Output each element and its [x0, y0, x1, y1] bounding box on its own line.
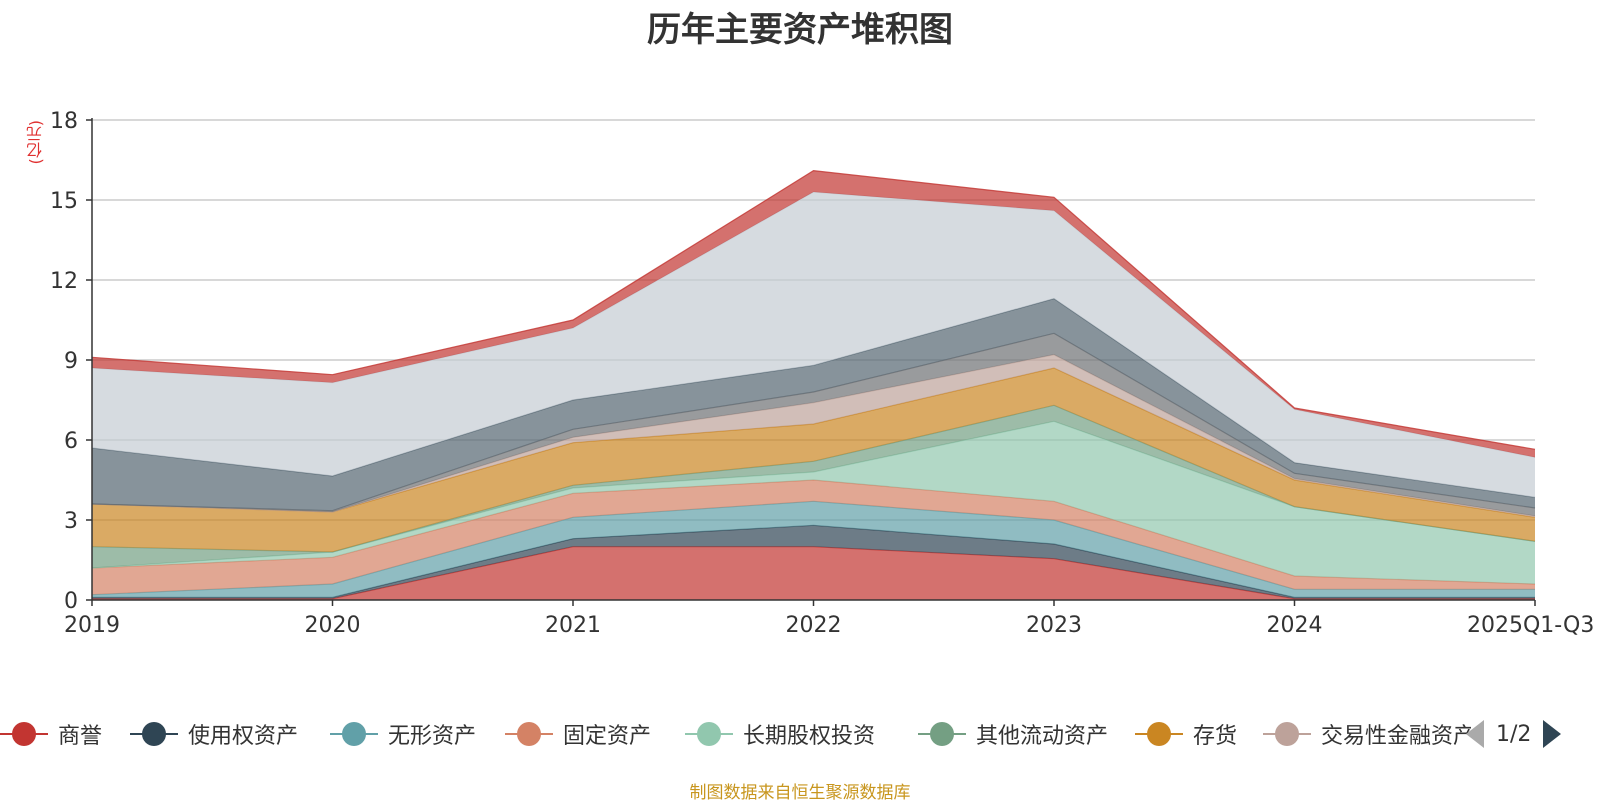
legend-label: 无形资产: [388, 724, 477, 749]
legend-pager: 1/2: [1466, 714, 1562, 754]
area-7: [92, 354, 1535, 518]
chart-title: 历年主要资产堆积图: [647, 10, 953, 50]
x-tick-label: 2024: [1267, 613, 1323, 638]
legend-label: 其他流动资产: [976, 724, 1109, 749]
legend-marker-icon: [1135, 722, 1183, 746]
legend-label: 商誉: [58, 724, 103, 749]
legend-item[interactable]: 商誉: [0, 714, 102, 754]
x-tick-label: 2025Q1-Q3: [1467, 613, 1594, 638]
x-tick-label: 2019: [64, 613, 120, 638]
area-3: [92, 480, 1535, 595]
area-10: [92, 192, 1535, 498]
x-tick-label: 2020: [305, 613, 361, 638]
y-tick-label: 9: [64, 349, 78, 374]
area-line-11: [91, 170, 1536, 450]
legend-marker-icon: [130, 722, 178, 746]
stacked-area-chart: 0 3 6 9 12 15 18 2019 2020 2021 2022 2023 2024 2025Q1…: [50, 109, 1594, 638]
y-tick-label: 12: [50, 269, 78, 294]
legend-label: 使用权资产: [188, 724, 299, 749]
legend-label: 长期股权投资: [743, 724, 876, 749]
y-tick-label: 15: [50, 189, 78, 214]
y-tick-label: 0: [64, 589, 78, 614]
legend-marker-icon: [918, 722, 966, 746]
legend-marker-icon: [685, 722, 733, 746]
source-note: 制图数据来自恒生聚源数据库: [689, 783, 911, 803]
legend-item[interactable]: 无形资产: [330, 714, 476, 754]
legend-item[interactable]: 使用权资产: [130, 714, 298, 754]
legend-item[interactable]: 存货: [1135, 714, 1237, 754]
legend-marker-icon: [505, 722, 553, 746]
area-1: [92, 525, 1535, 599]
area-2: [92, 501, 1535, 598]
legend-prev-icon[interactable]: [1466, 720, 1484, 748]
legend-marker-icon: [0, 722, 48, 746]
legend-next-icon[interactable]: [1543, 720, 1562, 748]
legend-label: 交易性金融资产: [1321, 724, 1471, 749]
x-tick-label: 2021: [545, 613, 601, 638]
area-4: [92, 421, 1535, 584]
legend-page-indicator: 1/2: [1496, 721, 1532, 747]
legend-item[interactable]: 交易性金融资产: [1263, 714, 1471, 754]
legend-marker-icon: [1263, 722, 1311, 746]
x-tick-label: 2022: [786, 613, 842, 638]
x-tick-label: 2023: [1026, 613, 1082, 638]
legend-item[interactable]: 其他流动资产: [918, 714, 1108, 754]
legend-marker-icon: [330, 722, 378, 746]
legend: 商誉 使用权资产 无形资产 固定资产 长期股权投资 其他流动资产 存货 交易性金融资产: [0, 714, 1600, 754]
area-9: [92, 298, 1535, 511]
y-tick-label: 3: [64, 509, 78, 534]
area-0: [92, 546, 1535, 600]
legend-label: 固定资产: [563, 724, 652, 749]
legend-label: 存货: [1193, 724, 1238, 749]
y-tick-label: 18: [50, 109, 78, 134]
area-6: [92, 368, 1535, 552]
legend-item[interactable]: 固定资产: [505, 714, 651, 754]
y-tick-label: 6: [64, 429, 78, 454]
area-line-0: [92, 546, 1535, 600]
legend-item[interactable]: 长期股权投资: [685, 714, 875, 754]
